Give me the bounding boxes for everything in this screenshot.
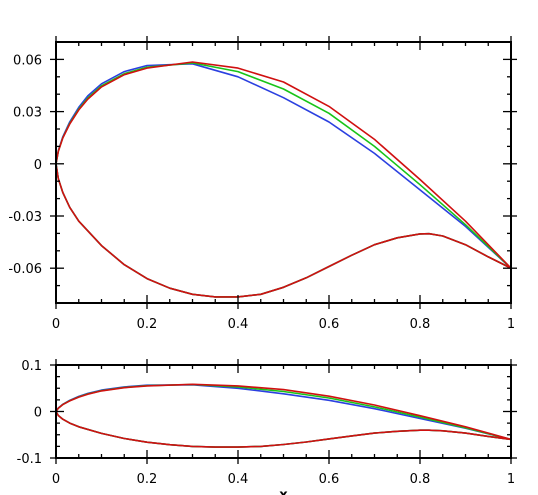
lower-panel-airfoil-plot: 0 0.2 0.4 0.6 0.8 1 -0.1 0 0.1 x (17, 359, 517, 495)
lower-x-tick-label: 0 (52, 472, 60, 487)
lower-y-tick-label: 0 (34, 406, 42, 421)
upper-y-tick-label: -0.06 (8, 262, 42, 277)
lower-y-tick-label: -0.1 (17, 452, 42, 467)
lower-x-tick-label: 0.2 (137, 472, 158, 487)
upper-y-tick-label: -0.03 (8, 210, 42, 225)
upper-y-tick-label: 0 (34, 158, 42, 173)
upper-x-tick-label: 0.4 (228, 317, 249, 332)
upper-panel-airfoil-plot: 0 0.2 0.4 0.6 0.8 1 -0.06 -0.03 0 0.03 0.06 (8, 36, 517, 332)
lower-x-tick-label: 0.8 (410, 472, 431, 487)
upper-y-tick-label: 0.03 (13, 106, 42, 121)
upper-x-tick-label: 0 (52, 317, 60, 332)
lower-x-tick-label: 0.4 (228, 472, 249, 487)
upper-y-tick-label: 0.06 (13, 53, 42, 68)
lower-x-tick-label: 0.6 (319, 472, 340, 487)
lower-x-axis-title: x (279, 488, 288, 495)
upper-x-tick-label: 0.8 (410, 317, 431, 332)
upper-x-tick-label: 0.6 (319, 317, 340, 332)
upper-x-tick-label: 0.2 (137, 317, 158, 332)
lower-x-tick-label: 1 (507, 472, 515, 487)
upper-series-line-1 (55, 62, 512, 298)
upper-series-line-3 (55, 61, 512, 298)
lower-series-line-3 (55, 383, 512, 448)
lower-y-tick-label: 0.1 (21, 359, 42, 374)
upper-x-tick-label: 1 (507, 317, 515, 332)
